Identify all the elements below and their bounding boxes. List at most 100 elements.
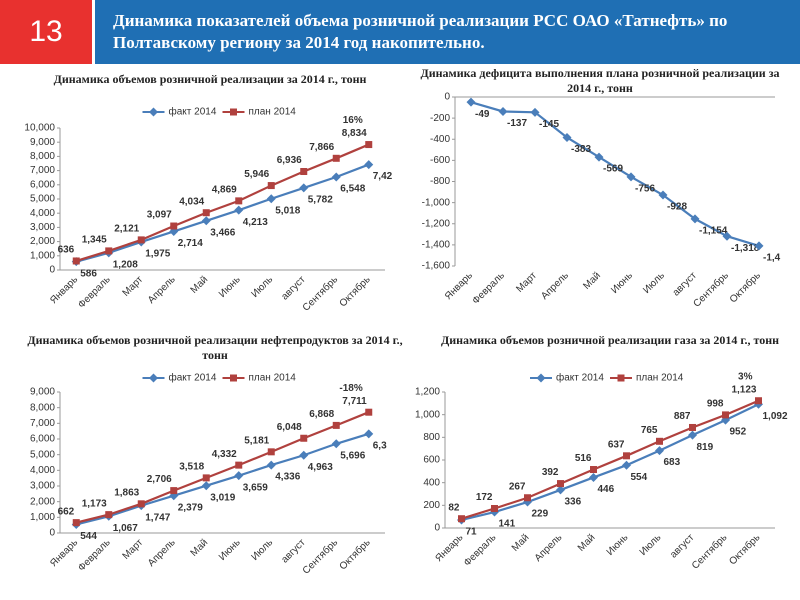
y-tick-label: 200 xyxy=(423,500,440,511)
marker xyxy=(332,154,340,162)
marker xyxy=(105,511,113,519)
marker xyxy=(556,485,565,495)
y-tick-label: -1,400 xyxy=(422,240,451,251)
data-label: 6,868 xyxy=(309,409,334,420)
x-tick-label: Апрель xyxy=(539,270,571,302)
y-tick-label: 9,000 xyxy=(30,137,55,148)
x-tick-label: август xyxy=(668,532,697,561)
y-tick-label: 4,000 xyxy=(30,465,55,476)
x-tick-label: Май xyxy=(581,270,603,292)
y-tick-label: 600 xyxy=(423,455,440,466)
y-tick-label: 8,000 xyxy=(30,151,55,162)
data-label: 5,782 xyxy=(308,195,333,206)
data-label: -1,154 xyxy=(699,226,728,237)
data-label: 3,466 xyxy=(210,227,235,238)
x-tick-label: Февраль xyxy=(470,270,507,307)
marker xyxy=(137,500,145,508)
data-label: 683 xyxy=(664,457,681,468)
marker xyxy=(266,194,276,204)
x-tick-label: Октябрь xyxy=(727,270,763,306)
x-tick-label: Июль xyxy=(638,532,664,558)
x-tick-label: Июнь xyxy=(217,537,243,563)
x-tick-label: Июнь xyxy=(609,270,635,296)
data-label: 586 xyxy=(80,268,97,279)
marker xyxy=(656,437,663,445)
data-label: 1,123 xyxy=(731,384,756,395)
data-label: 4,332 xyxy=(212,449,237,460)
x-tick-label: Январь xyxy=(433,532,465,564)
marker xyxy=(623,452,630,460)
y-tick-label: 0 xyxy=(434,523,440,534)
marker xyxy=(202,209,210,217)
data-label: -569 xyxy=(603,164,623,175)
marker xyxy=(594,152,604,162)
data-label: 5,946 xyxy=(244,169,269,180)
data-label: 1,092 xyxy=(763,411,788,422)
x-tick-label: август xyxy=(279,274,308,303)
marker xyxy=(655,446,664,456)
marker xyxy=(300,168,308,176)
marker xyxy=(689,423,696,431)
marker xyxy=(332,421,340,429)
data-label: 229 xyxy=(532,509,549,520)
data-label: 637 xyxy=(608,439,625,450)
header-band: Динамика показателей объема розничной ре… xyxy=(95,0,800,64)
x-tick-label: Май xyxy=(189,537,211,559)
marker xyxy=(562,132,572,142)
marker xyxy=(364,429,374,439)
x-tick-label: Февраль xyxy=(462,532,499,569)
marker xyxy=(105,247,113,255)
y-tick-label: 0 xyxy=(49,265,55,276)
x-tick-label: Апрель xyxy=(533,532,565,564)
series-line xyxy=(461,399,759,520)
x-tick-label: август xyxy=(279,537,308,566)
data-label: 1,975 xyxy=(145,249,170,260)
data-label: 141 xyxy=(499,519,516,530)
x-tick-label: Июнь xyxy=(605,532,631,558)
legend-label: факт 2014 xyxy=(169,372,217,384)
marker xyxy=(235,461,243,469)
data-label: 1,173 xyxy=(82,498,107,509)
data-label: 5,018 xyxy=(275,205,300,216)
data-label: 952 xyxy=(730,427,747,438)
x-tick-label: Март xyxy=(121,274,146,299)
y-tick-label: 9,000 xyxy=(30,387,55,398)
series-line xyxy=(75,432,370,526)
x-tick-label: Март xyxy=(121,537,146,562)
annotation: -18% xyxy=(339,383,362,394)
marker xyxy=(622,460,631,470)
chart-title: Динамика объемов розничной реализации не… xyxy=(27,333,403,362)
x-tick-label: Июнь xyxy=(217,274,243,300)
data-label: 4,336 xyxy=(275,472,300,483)
marker xyxy=(690,214,700,224)
annotation: 3% xyxy=(738,371,753,382)
data-label: 446 xyxy=(598,484,615,495)
data-label: -383 xyxy=(571,144,591,155)
y-tick-label: 2,000 xyxy=(30,496,55,507)
data-label: 336 xyxy=(565,497,582,508)
x-tick-label: Февраль xyxy=(76,274,113,311)
x-tick-label: Октябрь xyxy=(727,532,763,568)
data-label: 636 xyxy=(58,245,75,256)
marker xyxy=(267,182,275,190)
data-label: -145 xyxy=(539,119,559,130)
x-tick-label: Январь xyxy=(48,537,80,569)
x-tick-label: Январь xyxy=(443,270,475,302)
y-tick-label: -1,200 xyxy=(422,218,451,229)
marker xyxy=(458,515,465,523)
data-label: -1,4 xyxy=(763,253,781,264)
data-label: 3,659 xyxy=(243,482,268,493)
y-tick-label: 5,000 xyxy=(30,449,55,460)
y-tick-label: -1,000 xyxy=(422,197,451,208)
data-label: 5,181 xyxy=(244,435,269,446)
marker xyxy=(530,107,540,117)
marker xyxy=(536,373,546,383)
marker xyxy=(617,374,625,382)
marker xyxy=(491,505,498,513)
y-tick-label: 800 xyxy=(423,432,440,443)
data-label: -1,318 xyxy=(731,243,760,254)
data-label: 3,097 xyxy=(147,210,172,221)
y-tick-label: -800 xyxy=(430,176,450,187)
marker xyxy=(722,411,729,419)
marker xyxy=(149,107,158,117)
